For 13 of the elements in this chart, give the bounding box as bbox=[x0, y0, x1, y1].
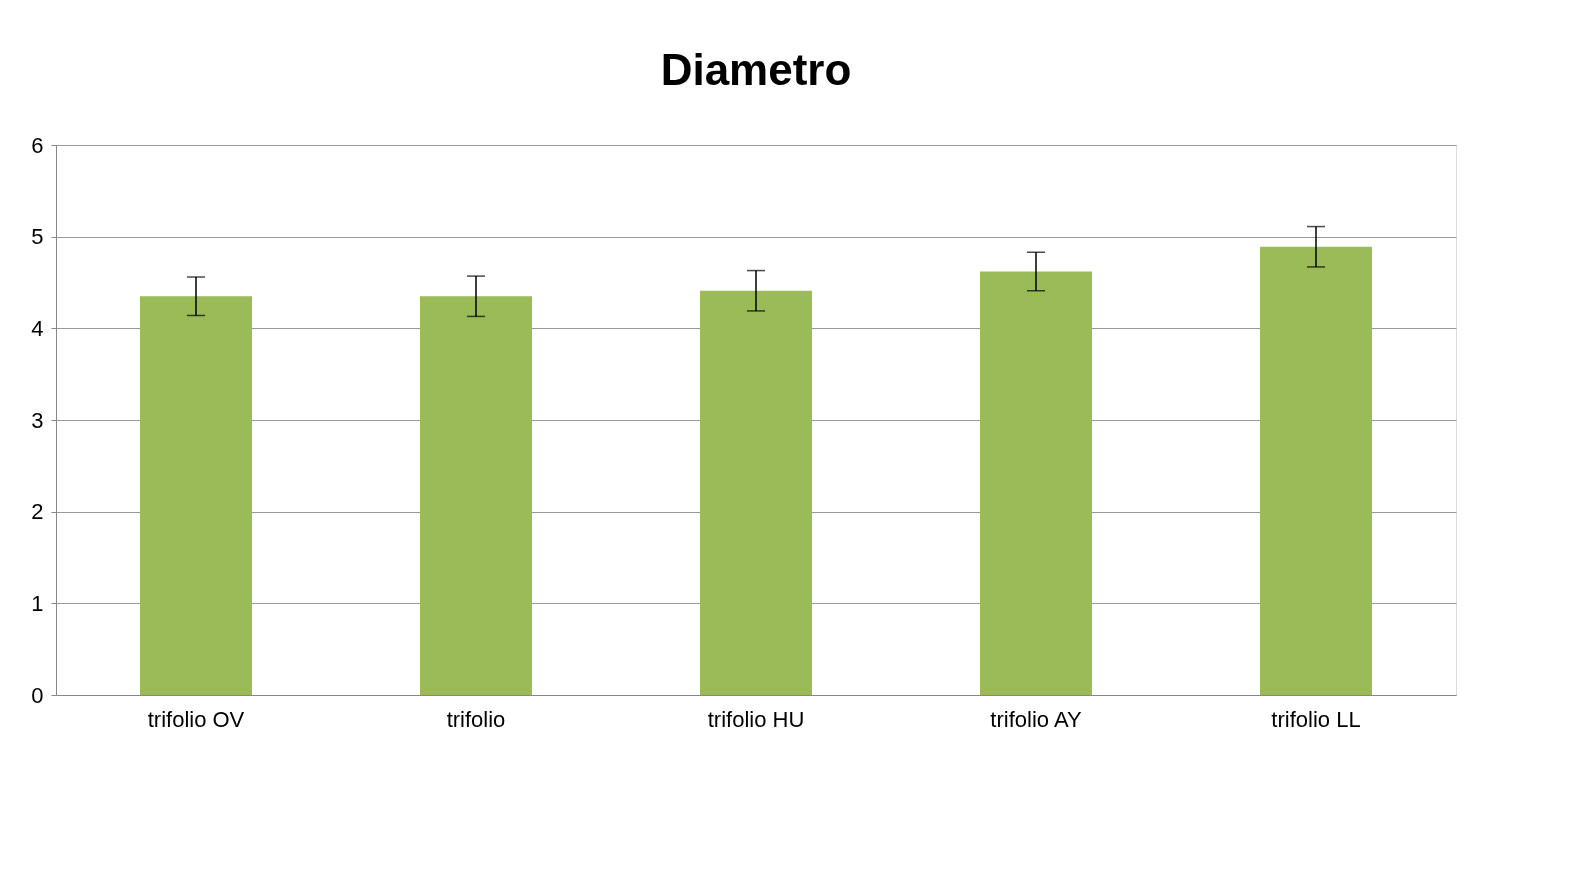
x-tick-label: trifolio HU bbox=[707, 706, 805, 732]
x-tick-label: trifolio AY bbox=[990, 706, 1082, 732]
y-tick-label: 3 bbox=[31, 407, 44, 433]
y-tick-label: 1 bbox=[31, 590, 44, 616]
y-tick-label: 6 bbox=[31, 132, 44, 158]
y-tick-label: 0 bbox=[31, 682, 44, 708]
y-tick-label: 4 bbox=[31, 315, 44, 341]
x-tick-label: trifolio bbox=[446, 706, 506, 732]
x-tick-label: trifolio OV bbox=[147, 706, 245, 732]
chart-title: Diametro bbox=[660, 45, 852, 94]
x-tick-label: trifolio LL bbox=[1271, 706, 1361, 732]
y-tick-label: 5 bbox=[31, 224, 44, 250]
y-tick-label: 2 bbox=[31, 499, 44, 525]
